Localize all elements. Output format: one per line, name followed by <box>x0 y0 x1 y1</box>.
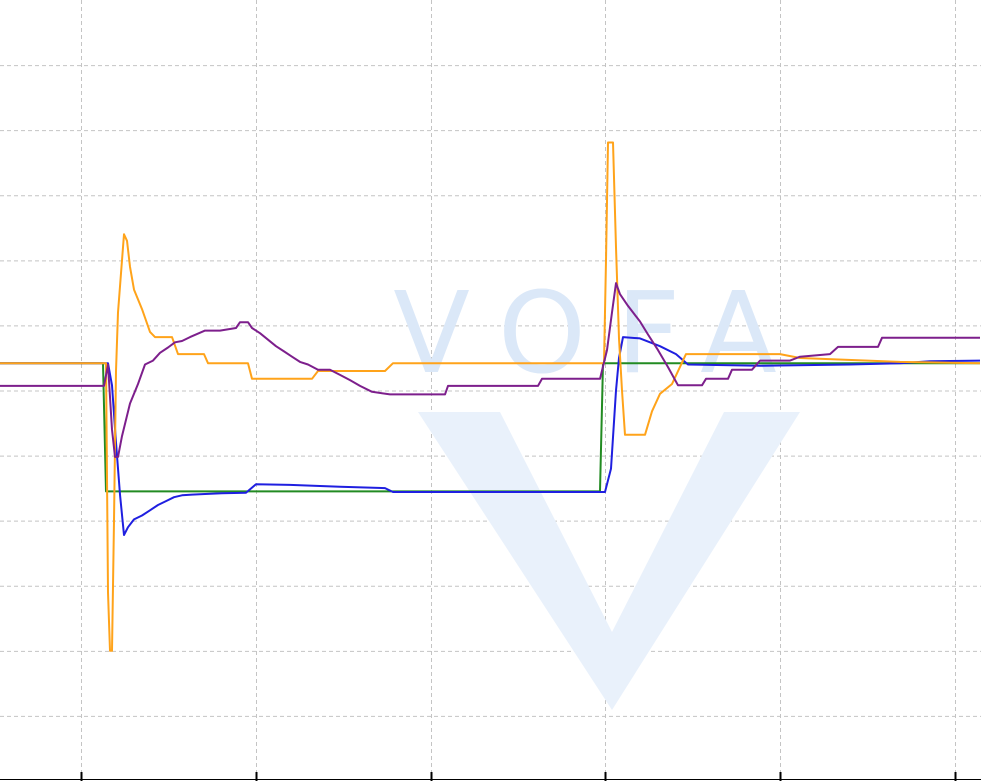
watermark-text: VOFA <box>393 269 807 399</box>
watermark-v-logo <box>418 412 800 710</box>
series-line-1 <box>0 336 981 536</box>
series-line-3 <box>0 282 980 458</box>
series-line-2 <box>0 141 981 652</box>
series <box>0 141 981 652</box>
x-ticks <box>80 772 957 781</box>
